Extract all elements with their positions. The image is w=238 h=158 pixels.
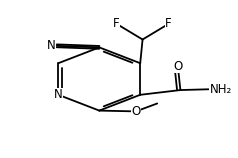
Text: NH₂: NH₂ [210, 83, 232, 96]
Text: N: N [46, 39, 55, 52]
Text: O: O [131, 105, 140, 118]
Text: F: F [113, 17, 120, 30]
Text: N: N [54, 88, 63, 101]
Text: F: F [165, 17, 172, 30]
Text: O: O [174, 60, 183, 73]
